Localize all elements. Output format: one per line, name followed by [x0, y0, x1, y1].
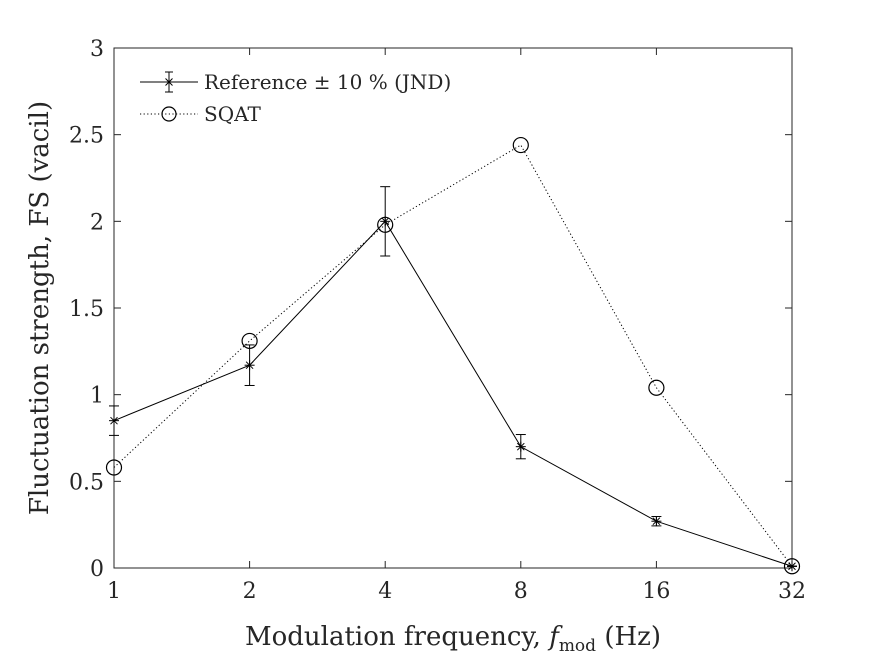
- x-tick-label: 8: [514, 579, 528, 604]
- x-axis-ticks: 1 2 4 8 16 32: [107, 48, 806, 604]
- x-axis-label-main: Modulation frequency,: [245, 622, 549, 652]
- sqat-line: [113, 144, 793, 567]
- x-tick-label: 2: [243, 579, 257, 604]
- y-axis-label: Fluctuation strength, FS (vacil): [25, 101, 55, 515]
- y-tick-label: 0: [90, 557, 104, 582]
- legend-reference-star-marker: [164, 77, 174, 87]
- axes: [113, 47, 793, 569]
- legend-sqat-label: SQAT: [204, 102, 261, 126]
- y-tick-label: 1.5: [69, 297, 104, 322]
- legend-sqat-circle-marker: [161, 106, 177, 122]
- plot-area-frame: [113, 47, 793, 569]
- series-layer: [105, 136, 801, 575]
- y-tick-label: 2: [90, 210, 104, 235]
- y-tick-label: 0.5: [69, 470, 104, 495]
- reference-point: [515, 441, 526, 452]
- x-tick-label: 16: [642, 579, 670, 604]
- x-tick-label: 32: [778, 579, 806, 604]
- sqat-point: [241, 332, 258, 350]
- legend-reference-label: Reference ± 10 % (JND): [204, 70, 451, 94]
- reference-line: [113, 220, 793, 567]
- reference-point: [244, 360, 255, 371]
- x-axis-label-subscript: mod: [559, 636, 596, 656]
- legend-entry-reference: Reference ± 10 % (JND): [140, 70, 451, 94]
- reference-point: [109, 415, 119, 426]
- x-tick-label: 1: [107, 579, 121, 604]
- sqat-point: [377, 216, 394, 233]
- x-axis-label: Modulation frequency, fmod (Hz): [245, 622, 661, 656]
- series-reference: [109, 186, 797, 572]
- sqat-point: [648, 379, 665, 396]
- y-tick-label: 2.5: [69, 124, 104, 149]
- y-tick-label: 1: [90, 384, 104, 409]
- y-tick-label: 3: [90, 37, 104, 62]
- legend-entry-sqat: SQAT: [140, 102, 261, 126]
- y-axis-ticks: 0 0.5 1 1.5 2 2.5 3: [69, 37, 792, 582]
- x-tick-label: 4: [378, 579, 392, 604]
- series-sqat: [105, 136, 801, 575]
- sqat-point: [783, 558, 801, 575]
- x-axis-label-unit: (Hz): [596, 622, 661, 652]
- sqat-point: [105, 459, 123, 476]
- reference-point: [651, 516, 662, 527]
- legend: Reference ± 10 % (JND) SQAT: [140, 70, 451, 126]
- sqat-point: [512, 136, 529, 154]
